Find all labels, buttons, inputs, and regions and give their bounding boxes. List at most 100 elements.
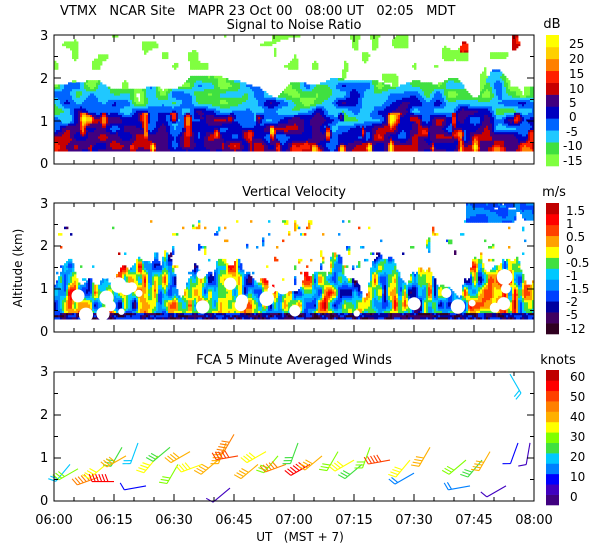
snr-cell: [296, 146, 299, 150]
snr-cell: [200, 103, 203, 107]
snr-cell: [100, 97, 103, 100]
snr-cell: [114, 90, 117, 94]
snr-cell: [178, 112, 181, 115]
snr-cell: [228, 142, 231, 146]
snr-cell: [322, 140, 325, 143]
snr-cell: [54, 114, 57, 118]
snr-cell: [74, 47, 77, 51]
snr-cell: [198, 123, 201, 126]
snr-cell: [202, 103, 205, 107]
snr-cell: [308, 140, 311, 143]
snr-cell: [306, 142, 309, 146]
snr-cell: [190, 131, 193, 135]
snr-cell: [154, 148, 157, 152]
snr-cell: [194, 116, 197, 120]
snr-cell: [330, 101, 333, 105]
snr-cell: [166, 136, 169, 139]
snr-cell: [68, 110, 71, 113]
snr-cell: [328, 136, 331, 139]
snr-cell: [202, 90, 205, 94]
snr-cell: [102, 146, 105, 150]
snr-cell: [256, 138, 259, 141]
snr-cell: [326, 88, 329, 92]
snr-cell: [326, 110, 329, 113]
snr-cell: [314, 136, 317, 139]
snr-cell: [102, 114, 105, 118]
snr-cell: [98, 127, 101, 130]
snr-cell: [218, 82, 221, 85]
snr-cell: [346, 146, 349, 150]
snr-cell: [134, 133, 137, 137]
snr-cell: [150, 114, 153, 118]
snr-cell: [162, 110, 165, 113]
snr-cell: [336, 123, 339, 126]
snr-cell: [82, 129, 85, 133]
snr-cell: [66, 88, 69, 92]
snr-cell: [274, 103, 277, 107]
snr-cell: [230, 93, 233, 96]
snr-cell: [120, 125, 123, 128]
snr-cell: [160, 114, 163, 118]
snr-cell: [148, 43, 151, 47]
snr-cell: [176, 97, 179, 100]
snr-cell: [232, 80, 235, 83]
snr-cell: [332, 138, 335, 141]
snr-cell: [334, 84, 337, 87]
snr-cell: [186, 95, 189, 98]
snr-cell: [280, 140, 283, 143]
snr-cell: [330, 129, 333, 133]
snr-cell: [148, 101, 151, 105]
snr-cell: [206, 138, 209, 141]
snr-cell: [316, 105, 319, 109]
snr-cell: [54, 140, 57, 143]
snr-cell: [140, 108, 143, 111]
snr-cell: [352, 116, 355, 120]
snr-cell: [194, 65, 197, 68]
snr-cell: [154, 144, 157, 148]
snr-cell: [92, 131, 95, 135]
snr-cell: [200, 121, 203, 124]
snr-cell: [264, 93, 267, 96]
snr-cell: [298, 86, 301, 90]
snr-cell: [320, 90, 323, 94]
snr-cell: [76, 127, 79, 130]
snr-cell: [292, 131, 295, 135]
snr-cell: [174, 144, 177, 148]
snr-cell: [124, 144, 127, 148]
snr-cell: [338, 95, 341, 98]
snr-cell: [152, 97, 155, 100]
snr-cell: [134, 125, 137, 128]
snr-cell: [104, 90, 107, 94]
snr-cell: [74, 54, 77, 57]
snr-cell: [126, 93, 129, 96]
velocity-title: Vertical Velocity: [242, 185, 346, 200]
snr-cell: [64, 146, 67, 150]
snr-cell: [264, 97, 267, 100]
snr-cell: [270, 103, 273, 107]
snr-cell: [204, 78, 207, 81]
snr-cell: [100, 121, 103, 124]
snr-cell: [350, 127, 353, 130]
snr-cell: [346, 86, 349, 90]
snr-cell: [210, 138, 213, 141]
snr-cell: [284, 110, 287, 113]
snr-cell: [144, 93, 147, 96]
snr-cell: [60, 110, 63, 113]
snr-cell: [142, 101, 145, 105]
snr-cell: [84, 138, 87, 141]
snr-cell: [112, 108, 115, 111]
snr-cell: [310, 112, 313, 115]
snr-cell: [66, 121, 69, 124]
snr-cell: [248, 112, 251, 115]
snr-cell: [220, 82, 223, 85]
snr-cell: [204, 148, 207, 152]
snr-cell: [104, 84, 107, 87]
snr-cell: [102, 58, 105, 62]
snr-cell: [342, 75, 345, 79]
snr-cell: [256, 110, 259, 113]
snr-cell: [104, 99, 107, 103]
snr-cell: [328, 103, 331, 107]
snr-cell: [142, 131, 145, 135]
snr-cell: [62, 118, 65, 122]
snr-cell: [208, 116, 211, 120]
